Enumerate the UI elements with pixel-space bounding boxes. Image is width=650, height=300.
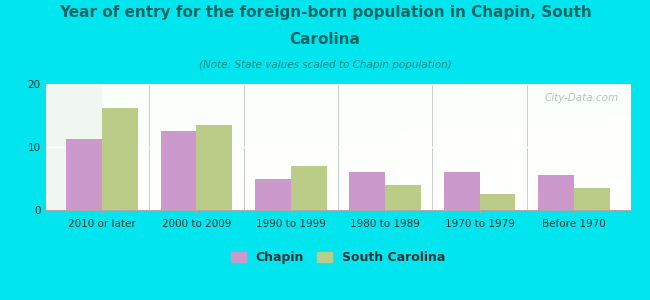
Bar [574,188,610,210]
Text: Year of entry for the foreign-born population in Chapin, South: Year of entry for the foreign-born popul… [58,4,592,20]
Bar [161,131,196,210]
Bar [102,108,138,210]
Bar [349,172,385,210]
Legend: Chapin, South Carolina: Chapin, South Carolina [226,246,450,269]
Bar [480,194,515,210]
Bar [444,172,480,210]
Bar [196,125,232,210]
Bar [291,166,327,210]
Text: (Note: State values scaled to Chapin population): (Note: State values scaled to Chapin pop… [199,60,451,70]
Bar [66,140,102,210]
Text: Carolina: Carolina [289,32,361,46]
Bar [538,175,574,210]
Bar [255,178,291,210]
Text: City-Data.com: City-Data.com [545,93,619,103]
Bar [385,185,421,210]
